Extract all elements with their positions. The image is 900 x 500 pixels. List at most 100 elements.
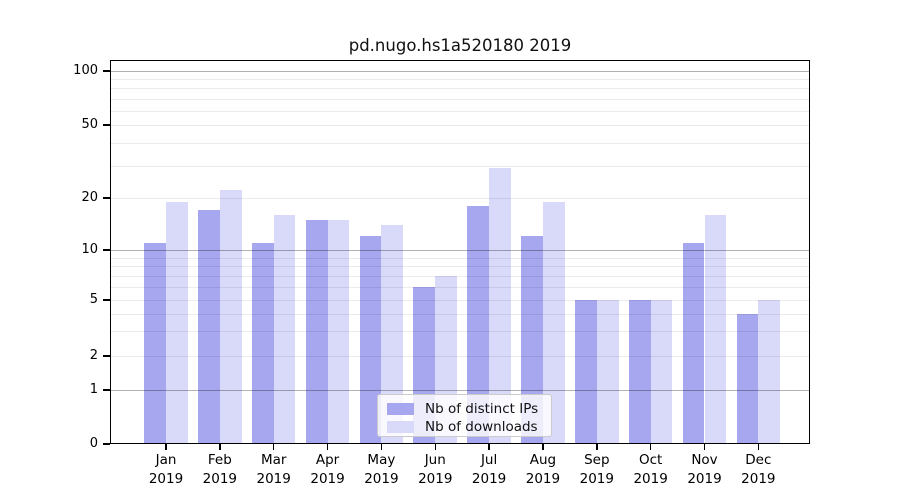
x-tick-month: Dec — [745, 452, 772, 468]
gridline-minor — [110, 125, 810, 126]
x-tick-month: May — [367, 452, 396, 468]
gridline-minor — [110, 313, 810, 315]
x-tick-month: Feb — [207, 452, 232, 468]
gridline-major — [110, 390, 810, 392]
bar-distinct-ips — [251, 242, 274, 444]
bar-downloads — [381, 224, 404, 444]
x-tick-year: 2019 — [310, 471, 345, 487]
y-tick-label: 5 — [89, 292, 98, 307]
bar-distinct-ips — [628, 300, 651, 444]
x-tick-year: 2019 — [741, 471, 776, 487]
y-tick-mark — [103, 443, 110, 445]
x-tick-label: Jan 2019 — [134, 451, 198, 489]
bar-downloads — [273, 214, 296, 444]
x-tick-year: 2019 — [364, 471, 399, 487]
y-tick-label: 2 — [89, 348, 98, 363]
bar-downloads — [542, 201, 565, 444]
x-tick-mark — [542, 444, 544, 450]
gridline-minor — [110, 275, 810, 277]
y-tick-mark — [103, 249, 110, 251]
x-tick-month: Jun — [424, 452, 446, 468]
bar-downloads — [650, 300, 673, 444]
x-tick-year: 2019 — [525, 471, 561, 487]
x-tick-mark — [434, 444, 436, 450]
gridline-minor — [110, 286, 810, 288]
gridline-minor — [110, 165, 810, 167]
gridline-minor — [110, 142, 810, 144]
bar-distinct-ips — [521, 236, 543, 444]
legend-item: Nb of distinct IPs — [387, 400, 551, 418]
plot-area — [110, 60, 810, 444]
x-tick-month: Mar — [260, 452, 287, 468]
x-tick-year: 2019 — [633, 471, 668, 487]
x-tick-label: Sep 2019 — [565, 451, 629, 489]
x-tick-year: 2019 — [471, 471, 507, 487]
bar-downloads — [166, 201, 188, 444]
bar-downloads — [327, 219, 350, 444]
bar-downloads — [219, 190, 242, 444]
x-tick-label: May 2019 — [349, 451, 413, 489]
gridline-minor — [110, 331, 810, 333]
gridline-major — [110, 71, 810, 73]
gridline-minor — [110, 98, 810, 100]
x-tick-year: 2019 — [579, 471, 614, 487]
x-tick-label: Apr 2019 — [296, 451, 360, 489]
bar-downloads — [758, 300, 781, 444]
x-tick-label: Jul 2019 — [457, 451, 521, 489]
gridline-minor — [110, 266, 810, 268]
gridline-minor — [110, 198, 810, 199]
x-tick-mark — [596, 444, 598, 450]
x-tick-label: Dec 2019 — [726, 451, 790, 489]
x-tick-mark — [219, 444, 221, 450]
y-tick-mark — [103, 197, 110, 199]
legend-item: Nb of downloads — [387, 418, 551, 436]
y-tick-label: 50 — [81, 117, 98, 132]
x-tick-year: 2019 — [418, 471, 453, 487]
legend: Nb of distinct IPs Nb of downloads — [377, 394, 552, 437]
legend-label: Nb of distinct IPs — [425, 401, 539, 417]
gridline-minor — [110, 257, 810, 259]
x-tick-year: 2019 — [256, 471, 291, 487]
x-tick-mark — [703, 444, 706, 450]
x-tick-year: 2019 — [148, 471, 184, 487]
x-tick-month: Apr — [315, 452, 340, 468]
y-tick-label: 1 — [89, 382, 98, 397]
bar-distinct-ips — [575, 300, 597, 444]
x-tick-mark — [380, 444, 383, 450]
bar-downloads — [489, 168, 511, 444]
x-tick-label: Oct 2019 — [619, 451, 683, 489]
y-tick-label: 0 — [89, 436, 98, 451]
x-tick-label: Mar 2019 — [242, 451, 306, 489]
x-tick-label: Feb 2019 — [188, 451, 252, 489]
x-tick-month: Sep — [584, 452, 610, 468]
y-tick-mark — [103, 299, 110, 301]
x-tick-mark — [757, 444, 760, 450]
legend-label: Nb of downloads — [425, 419, 538, 435]
bar-distinct-ips — [467, 205, 490, 444]
x-tick-mark — [326, 444, 329, 450]
bar-distinct-ips — [305, 219, 328, 444]
x-tick-label: Nov 2019 — [673, 451, 737, 489]
gridline-minor — [110, 356, 810, 357]
x-tick-month: Aug — [529, 452, 557, 468]
x-tick-month: Jul — [480, 452, 498, 468]
gridline-minor — [110, 88, 810, 90]
y-tick-mark — [103, 124, 110, 126]
x-tick-month: Nov — [691, 452, 718, 468]
x-tick-label: Jun 2019 — [403, 451, 467, 489]
x-tick-mark — [649, 444, 652, 450]
bar-distinct-ips — [736, 313, 759, 444]
x-tick-mark — [165, 444, 167, 450]
y-tick-label: 20 — [81, 190, 98, 205]
x-tick-label: Aug 2019 — [511, 451, 575, 489]
bar-distinct-ips — [682, 242, 705, 444]
x-tick-month: Oct — [638, 452, 663, 468]
bar-downloads — [596, 300, 619, 444]
bar-distinct-ips — [359, 236, 382, 444]
bar-distinct-ips — [144, 242, 166, 444]
bar-downloads — [704, 214, 727, 444]
x-tick-mark — [272, 444, 275, 450]
y-tick-label: 10 — [81, 242, 98, 257]
gridline-major — [110, 250, 810, 252]
